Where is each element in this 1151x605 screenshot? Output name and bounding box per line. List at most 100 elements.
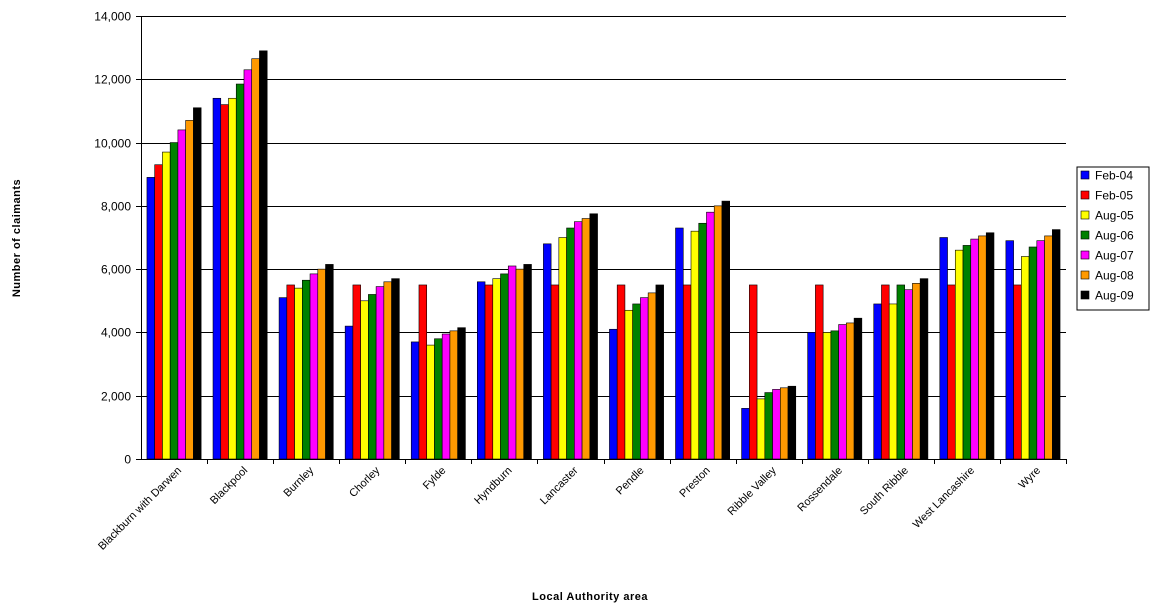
bar-burnley-aug-08 [317,268,326,460]
bars [146,50,1061,460]
legend-swatch [1080,190,1090,200]
bar-pendle-aug-06 [632,303,641,460]
legend-swatch [1080,170,1090,180]
bar-west-lancashire-feb-05 [947,284,956,460]
bar-blackpool-aug-05 [228,97,237,460]
x-category-label: Fylde [421,465,449,493]
bar-lancaster-aug-05 [558,237,567,460]
bar-rossendale-aug-08 [846,322,855,460]
bar-pendle-aug-08 [647,292,657,460]
bar-blackpool-aug-07 [243,69,253,460]
bar-south-ribble-feb-04 [873,303,882,460]
bar-fylde-aug-08 [449,330,458,460]
bar-pendle-feb-04 [609,328,618,460]
bar-ribble-valley-feb-05 [749,284,758,460]
y-tick-label: 6,000 [101,263,131,277]
bar-rossendale-feb-05 [815,284,824,460]
bar-fylde-aug-05 [426,344,435,460]
bar-fylde-aug-09 [457,327,466,460]
x-category-label: Burnley [281,464,316,499]
legend-swatch [1080,250,1090,260]
bar-lancaster-aug-09 [589,213,598,460]
bar-ribble-valley-feb-04 [741,408,750,460]
bar-blackburn-with-darwen-feb-05 [154,164,163,460]
x-category-label: South Ribble [858,465,911,518]
bar-chorley-aug-05 [360,300,369,460]
bar-preston-aug-05 [690,230,700,460]
bar-ribble-valley-aug-09 [787,385,797,460]
bar-blackburn-with-darwen-aug-08 [185,120,194,460]
bar-burnley-feb-04 [278,297,288,460]
bar-pendle-aug-05 [624,309,633,460]
x-category-label: Ribble Valley [726,464,780,518]
bar-hyndburn-aug-06 [500,273,509,460]
bar-west-lancashire-aug-08 [978,235,987,460]
bar-hyndburn-aug-05 [492,278,501,460]
bar-wyre-feb-05 [1013,284,1022,460]
bar-blackburn-with-darwen-aug-06 [169,142,179,460]
bar-fylde-feb-04 [410,341,420,460]
bar-hyndburn-aug-08 [515,268,525,460]
legend-label: Feb-05 [1095,189,1133,203]
bar-lancaster-aug-07 [574,221,583,460]
legend-swatch [1080,270,1090,280]
bar-lancaster-aug-06 [566,227,575,460]
bar-burnley-feb-05 [286,284,295,460]
x-category-label: Rossendale [795,465,845,515]
bar-blackpool-aug-06 [235,83,245,460]
bar-ribble-valley-aug-08 [779,387,789,460]
bar-fylde-aug-06 [434,338,443,460]
x-category-label: Pendle [614,465,647,498]
bar-blackburn-with-darwen-aug-05 [162,151,171,460]
x-category-label: Hyndburn [472,465,514,507]
legend-label: Aug-08 [1095,269,1134,283]
bar-preston-aug-09 [721,200,731,460]
bar-wyre-aug-05 [1021,256,1030,460]
x-category-label: Chorley [347,464,383,500]
bar-hyndburn-aug-07 [507,265,517,460]
bar-south-ribble-feb-05 [881,284,890,460]
bar-west-lancashire-feb-04 [939,237,948,460]
bar-ribble-valley-aug-05 [756,398,766,460]
legend-label: Aug-09 [1095,289,1134,303]
bar-preston-feb-05 [682,284,692,460]
legend-swatch [1080,230,1090,240]
x-category-label: West Lancashire [911,465,977,531]
bar-south-ribble-aug-05 [888,303,898,460]
bar-burnley-aug-09 [325,264,334,460]
legend-swatch [1080,290,1090,300]
bar-chorley-aug-07 [375,286,385,460]
bar-fylde-aug-07 [441,333,451,460]
y-tick-label: 2,000 [101,390,131,404]
bar-hyndburn-feb-05 [484,284,494,460]
axes [136,16,1067,464]
bar-burnley-aug-07 [309,273,319,460]
y-tick-label: 8,000 [101,200,131,214]
bar-preston-aug-08 [713,205,723,460]
bar-fylde-feb-05 [418,284,428,460]
bar-chorley-feb-05 [352,284,361,460]
y-tick-label: 10,000 [94,137,131,151]
bar-rossendale-aug-06 [830,330,839,460]
bar-pendle-aug-07 [640,297,649,460]
bar-west-lancashire-aug-09 [985,232,995,460]
y-tick-label: 0 [124,453,131,467]
legend-swatch [1080,210,1090,220]
bar-chorley-aug-08 [383,281,392,460]
bar-lancaster-feb-04 [543,243,552,460]
bar-wyre-aug-07 [1036,240,1045,460]
bar-preston-aug-07 [706,211,715,460]
bar-south-ribble-aug-07 [904,289,913,460]
bar-blackpool-feb-04 [212,97,222,460]
x-axis-title: Local Authority area [532,591,648,603]
bar-west-lancashire-aug-05 [954,249,964,460]
legend-label: Aug-06 [1095,229,1134,243]
bar-rossendale-aug-07 [838,324,847,460]
bar-south-ribble-aug-08 [912,283,921,460]
bar-blackburn-with-darwen-aug-09 [193,107,202,460]
bar-south-ribble-aug-06 [896,284,905,460]
y-tick-label: 12,000 [94,73,131,87]
legend: Feb-04 Feb-05 Aug-05 Aug-06 Aug-07 Aug-08 Aug-… [1076,166,1150,311]
bar-west-lancashire-aug-07 [970,238,979,460]
bar-blackpool-feb-05 [220,104,229,460]
